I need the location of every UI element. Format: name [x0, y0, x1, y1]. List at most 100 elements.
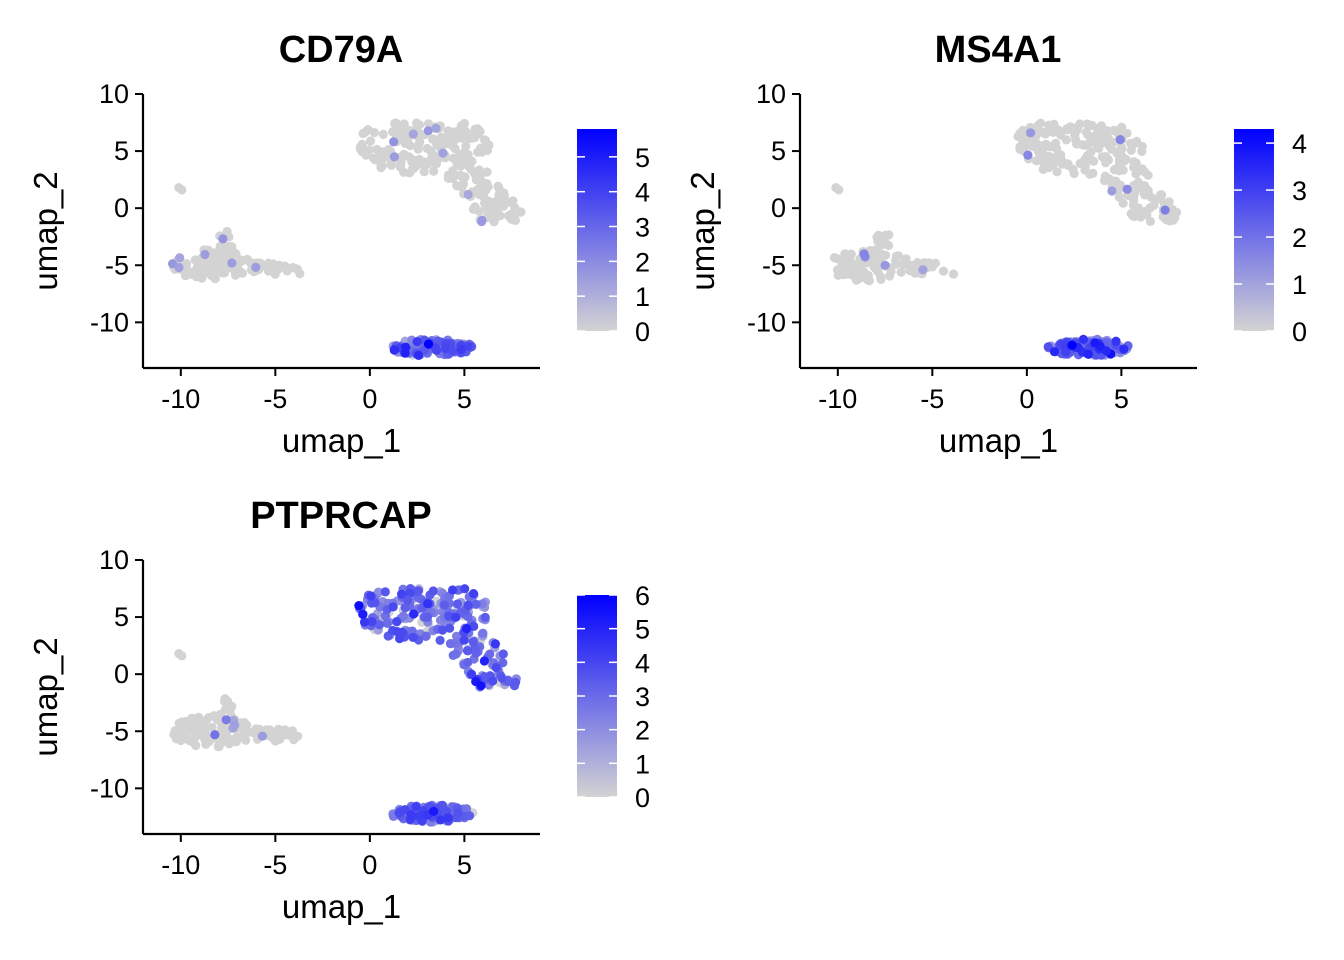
cell-point: [478, 628, 488, 638]
cell-point: [245, 257, 255, 267]
cell-point: [1018, 137, 1028, 147]
y-tick-label: 0: [771, 193, 786, 223]
cell-point: [386, 160, 397, 170]
cell-point: [177, 651, 187, 661]
cell-point: [408, 632, 418, 643]
cell-point: [510, 677, 521, 688]
cell-point: [1114, 166, 1124, 176]
cell-point: [380, 587, 390, 597]
cell-point: [428, 586, 438, 596]
cell-point: [423, 157, 433, 167]
cell-point: [463, 341, 473, 351]
cell-point: [444, 611, 454, 621]
cell-point: [414, 350, 424, 360]
colorbar-tick-label: 1: [635, 282, 650, 312]
cell-point: [938, 266, 949, 276]
colorbar-tick-label: 4: [1292, 129, 1307, 159]
cell-point: [409, 162, 419, 172]
cell-point: [408, 129, 418, 139]
colorbar-tick-label: 3: [1292, 176, 1307, 206]
scatter-points: [168, 118, 526, 360]
cell-point: [859, 267, 869, 277]
cell-point: [459, 635, 469, 645]
highlight-point: [440, 344, 451, 354]
cell-point: [456, 171, 466, 181]
cell-point: [1037, 147, 1047, 157]
colorbar-tick-label: 4: [635, 648, 650, 678]
cell-point: [879, 250, 890, 260]
cell-point: [1052, 167, 1062, 177]
cell-point: [468, 637, 478, 647]
cell-point: [1043, 163, 1054, 173]
cell-point: [1056, 130, 1066, 140]
cell-point: [181, 271, 191, 281]
cell-point: [421, 631, 431, 641]
cell-point: [1080, 140, 1090, 150]
highlight-point: [1107, 186, 1117, 196]
cell-point: [1159, 198, 1169, 208]
cell-point: [448, 650, 458, 661]
cell-point: [389, 137, 399, 147]
y-tick-label: -10: [90, 773, 129, 803]
cell-point: [170, 730, 180, 740]
cell-point: [479, 656, 489, 666]
cell-point: [1044, 142, 1054, 152]
chart-title: PTPRCAP: [250, 495, 432, 537]
cell-point: [485, 649, 495, 659]
cell-point: [423, 599, 433, 609]
cell-point: [490, 200, 500, 210]
colorbar: [1234, 129, 1274, 331]
cell-point: [873, 230, 884, 240]
cell-point: [251, 262, 261, 272]
highlight-point: [227, 258, 237, 268]
cell-point: [400, 603, 410, 613]
cell-point: [478, 177, 488, 188]
cell-point: [1160, 205, 1170, 215]
cell-point: [840, 249, 850, 259]
cell-point: [382, 618, 392, 629]
cell-point: [222, 737, 232, 748]
cell-point: [1164, 213, 1174, 223]
cell-point: [257, 731, 267, 741]
cell-point: [1049, 347, 1060, 357]
cell-point: [900, 256, 911, 266]
cell-point: [237, 256, 247, 266]
cell-point: [462, 624, 472, 634]
x-tick-label: 5: [457, 850, 472, 880]
cell-point: [456, 344, 466, 355]
highlight-point: [488, 676, 498, 686]
cell-point: [1116, 125, 1126, 135]
cell-point: [366, 591, 376, 601]
cell-point: [1090, 131, 1101, 141]
cell-point: [367, 617, 377, 627]
cell-point: [409, 609, 419, 619]
cell-point: [1122, 184, 1132, 194]
cell-point: [438, 148, 448, 158]
cell-point: [411, 802, 421, 812]
highlight-point: [210, 730, 220, 740]
cell-point: [356, 144, 366, 154]
y-tick-label: 10: [756, 79, 786, 109]
cell-point: [891, 251, 902, 261]
y-tick-label: -10: [90, 307, 129, 337]
cell-point: [359, 617, 370, 627]
cell-point: [480, 612, 490, 623]
y-tick-label: -5: [105, 250, 129, 280]
y-tick-label: 10: [99, 545, 129, 575]
cell-point: [445, 623, 455, 633]
x-tick-label: 0: [362, 384, 377, 414]
cell-point: [1143, 170, 1153, 180]
colorbar-tick-label: 5: [635, 143, 650, 173]
cell-point: [930, 258, 941, 268]
chart-panel-1: CD79A -10 -5 0 5 10 5 0 -5 -10 umap_1 umap_2 0 1 2 3 4 5: [27, 29, 650, 459]
highlight-point: [1026, 128, 1036, 138]
y-tick-label: 5: [771, 136, 786, 166]
x-tick-label: -10: [161, 384, 200, 414]
colorbar-tick-label: 3: [635, 213, 650, 243]
cell-point: [215, 248, 226, 258]
y-tick-label: 5: [114, 602, 129, 632]
cell-point: [439, 600, 449, 610]
cell-point: [1111, 336, 1121, 346]
cell-point: [437, 625, 448, 635]
cell-point: [873, 266, 883, 277]
